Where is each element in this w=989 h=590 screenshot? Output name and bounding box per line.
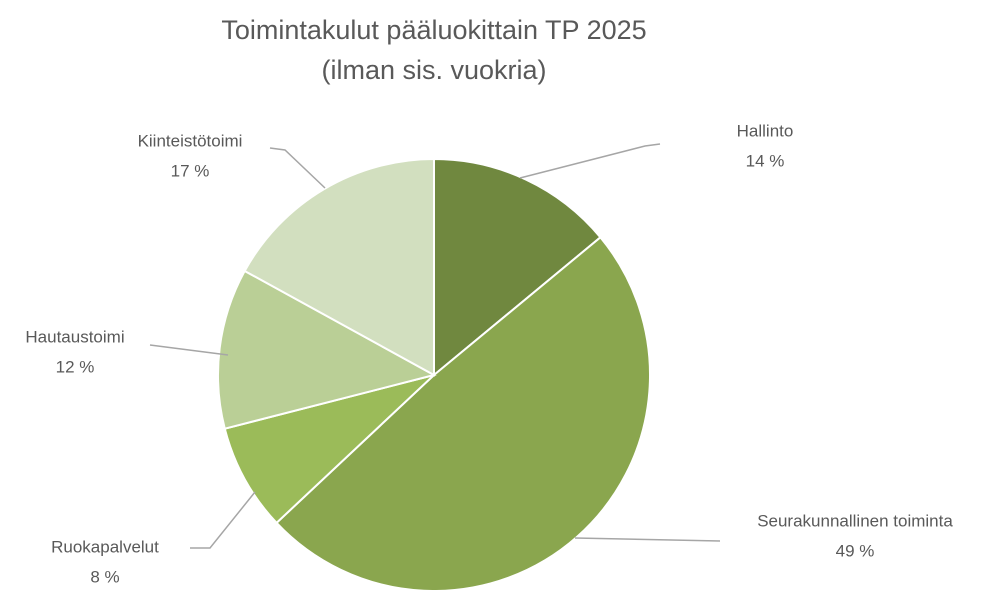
pie-slice [217,269,437,430]
slice-label: Ruokapalvelut [51,537,159,556]
leader-line [519,143,661,179]
slice-label: Hallinto [737,121,794,140]
slice-value-label: 17 % [171,161,210,180]
pie-slice [223,374,435,525]
leader-line [574,537,721,542]
chart-subtitle: (ilman sis. vuokria) [321,55,546,85]
slice-value-label: 49 % [836,541,875,560]
leader-line [269,147,326,189]
leader-line [149,344,229,356]
slice-label: Hautaustoimi [25,327,124,346]
slice-label: Seurakunnallinen toiminta [757,511,953,530]
slice-value-label: 14 % [746,151,785,170]
slice-value-label: 8 % [90,567,119,586]
slice-value-label: 12 % [56,357,95,376]
pie-slice [275,235,651,590]
chart-title: Toimintakulut pääluokittain TP 2025 [221,15,646,45]
leader-line [190,491,256,549]
pie-slice [243,157,435,377]
pie-slice [433,157,602,378]
slice-label: Kiinteistötoimi [138,131,243,150]
